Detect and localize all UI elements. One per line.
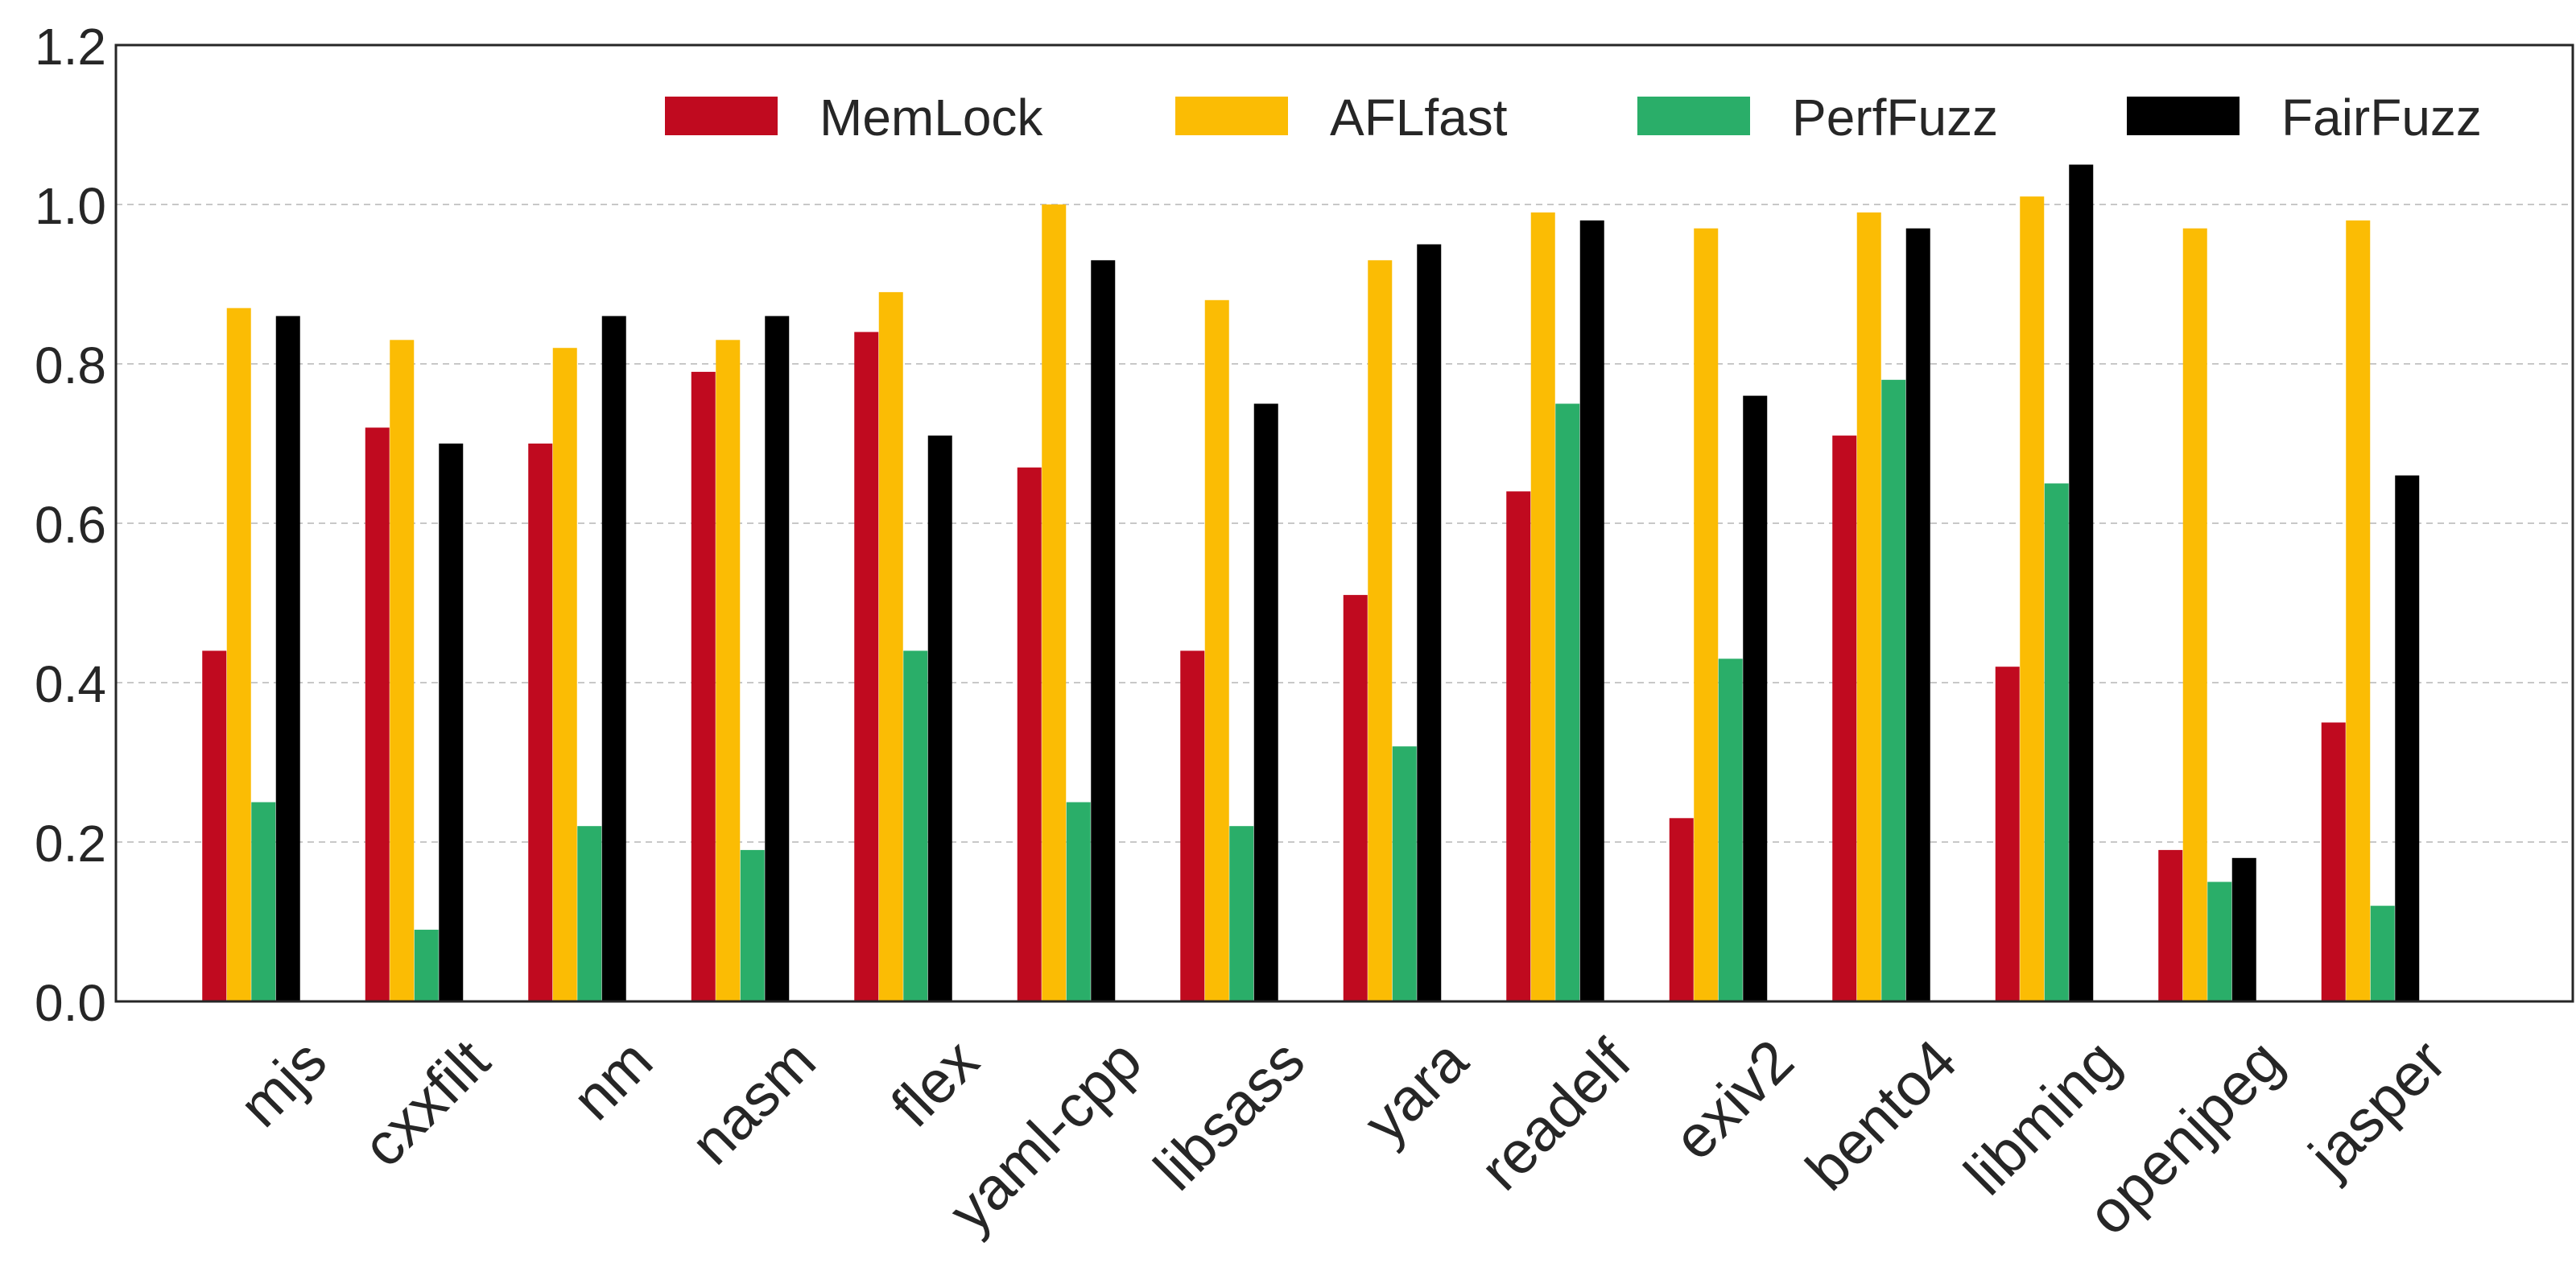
x-tick-label: nm (559, 1027, 665, 1133)
bar-fairfuzz-flex (927, 436, 952, 1001)
bar-perffuzz-openjpeg (2207, 881, 2232, 1001)
bar-fairfuzz-libming (2069, 164, 2094, 1001)
y-tick-label: 0.2 (35, 815, 106, 873)
bar-aflfast-flex (878, 291, 903, 1001)
bar-fairfuzz-cxxfilt (439, 444, 464, 1001)
bar-perffuzz-readelf (1555, 403, 1580, 1001)
bar-perffuzz-nm (577, 826, 602, 1001)
bar-memlock-cxxfilt (365, 427, 390, 1001)
bar-fairfuzz-nasm (765, 316, 790, 1002)
bar-fairfuzz-readelf (1579, 220, 1604, 1001)
bar-memlock-yara (1343, 595, 1368, 1001)
bar-fairfuzz-mjs (275, 316, 300, 1002)
bar-perffuzz-nasm (740, 849, 765, 1001)
bar-aflfast-libsass (1204, 299, 1229, 1001)
x-tick-label: jasper (2295, 1027, 2458, 1191)
bar-perffuzz-flex (903, 650, 928, 1001)
bar-fairfuzz-bento4 (1905, 228, 1930, 1001)
bar-memlock-bento4 (1832, 436, 1857, 1001)
legend-label-memlock: MemLock (819, 89, 1043, 147)
bar-memlock-readelf (1506, 491, 1531, 1001)
bar-fairfuzz-exiv2 (1743, 395, 1768, 1002)
bar-perffuzz-exiv2 (1718, 658, 1743, 1001)
bar-aflfast-readelf (1530, 212, 1555, 1001)
bar-perffuzz-mjs (251, 802, 276, 1001)
legend-swatch-perffuzz (1637, 97, 1750, 135)
legend-label-fairfuzz: FairFuzz (2281, 89, 2482, 147)
bar-perffuzz-yaml-cpp (1066, 802, 1091, 1001)
bar-memlock-libsass (1180, 650, 1205, 1001)
y-tick-label: 0.6 (35, 496, 106, 554)
bar-memlock-nm (528, 444, 553, 1001)
bar-aflfast-openjpeg (2182, 228, 2207, 1001)
bar-memlock-libming (1995, 667, 2020, 1001)
bar-fairfuzz-openjpeg (2231, 857, 2256, 1001)
bar-perffuzz-yara (1392, 746, 1417, 1001)
y-tick-label: 1.2 (35, 18, 106, 76)
bar-perffuzz-cxxfilt (414, 929, 439, 1001)
x-tick-label: flex (878, 1027, 991, 1140)
y-tick-label: 0.0 (35, 974, 106, 1032)
bar-perffuzz-libsass (1229, 826, 1254, 1001)
bar-aflfast-nasm (716, 340, 741, 1001)
bar-fairfuzz-yaml-cpp (1091, 260, 1116, 1001)
legend-swatch-aflfast (1175, 97, 1288, 135)
bar-memlock-jasper (2321, 722, 2346, 1001)
x-tick-label: nasm (678, 1027, 828, 1178)
legend-label-aflfast: AFLfast (1330, 89, 1508, 147)
x-tick-label: libsass (1141, 1027, 1318, 1203)
x-tick-label: exiv2 (1661, 1027, 1806, 1173)
bar-aflfast-yara (1368, 260, 1393, 1001)
x-tick-label: mjs (226, 1027, 339, 1140)
bar-perffuzz-jasper (2370, 906, 2395, 1001)
plot-frame (114, 43, 2574, 1003)
y-tick-label: 1.0 (35, 177, 106, 235)
y-axis-ticks: 0.0 0.2 0.4 0.6 0.8 1.0 1.2 (35, 18, 106, 1032)
legend: MemLock AFLfast PerfFuzz FairFuzz (665, 89, 2482, 147)
bar-aflfast-mjs (226, 308, 251, 1001)
bar-aflfast-yaml-cpp (1042, 204, 1067, 1001)
bar-aflfast-bento4 (1856, 212, 1881, 1001)
bar-memlock-nasm (691, 371, 716, 1001)
x-tick-label: yara (1351, 1026, 1480, 1156)
bar-aflfast-libming (2020, 196, 2045, 1002)
y-tick-label: 0.4 (35, 655, 106, 713)
y-tick-label: 0.8 (35, 336, 106, 394)
bar-memlock-openjpeg (2158, 849, 2183, 1001)
bar-fairfuzz-jasper (2395, 475, 2420, 1001)
bar-fairfuzz-libsass (1253, 403, 1278, 1001)
bar-fairfuzz-yara (1417, 244, 1442, 1001)
bar-memlock-flex (854, 332, 879, 1001)
bar-memlock-exiv2 (1669, 818, 1694, 1001)
bars (202, 164, 2420, 1002)
x-tick-label: bento4 (1793, 1027, 1969, 1203)
bar-memlock-mjs (202, 650, 227, 1001)
bar-memlock-yaml-cpp (1017, 467, 1042, 1001)
bar-perffuzz-bento4 (1881, 379, 1906, 1001)
bar-aflfast-exiv2 (1694, 228, 1719, 1001)
x-tick-label: readelf (1468, 1026, 1644, 1203)
legend-swatch-fairfuzz (2127, 97, 2240, 135)
legend-swatch-memlock (665, 97, 778, 135)
x-tick-label: cxxfilt (349, 1026, 502, 1179)
bar-fairfuzz-nm (601, 316, 626, 1002)
bar-perffuzz-libming (2044, 483, 2069, 1001)
bar-aflfast-jasper (2346, 220, 2371, 1001)
bar-aflfast-nm (552, 348, 577, 1001)
legend-label-perffuzz: PerfFuzz (1792, 89, 1998, 147)
bar-aflfast-cxxfilt (390, 340, 415, 1001)
